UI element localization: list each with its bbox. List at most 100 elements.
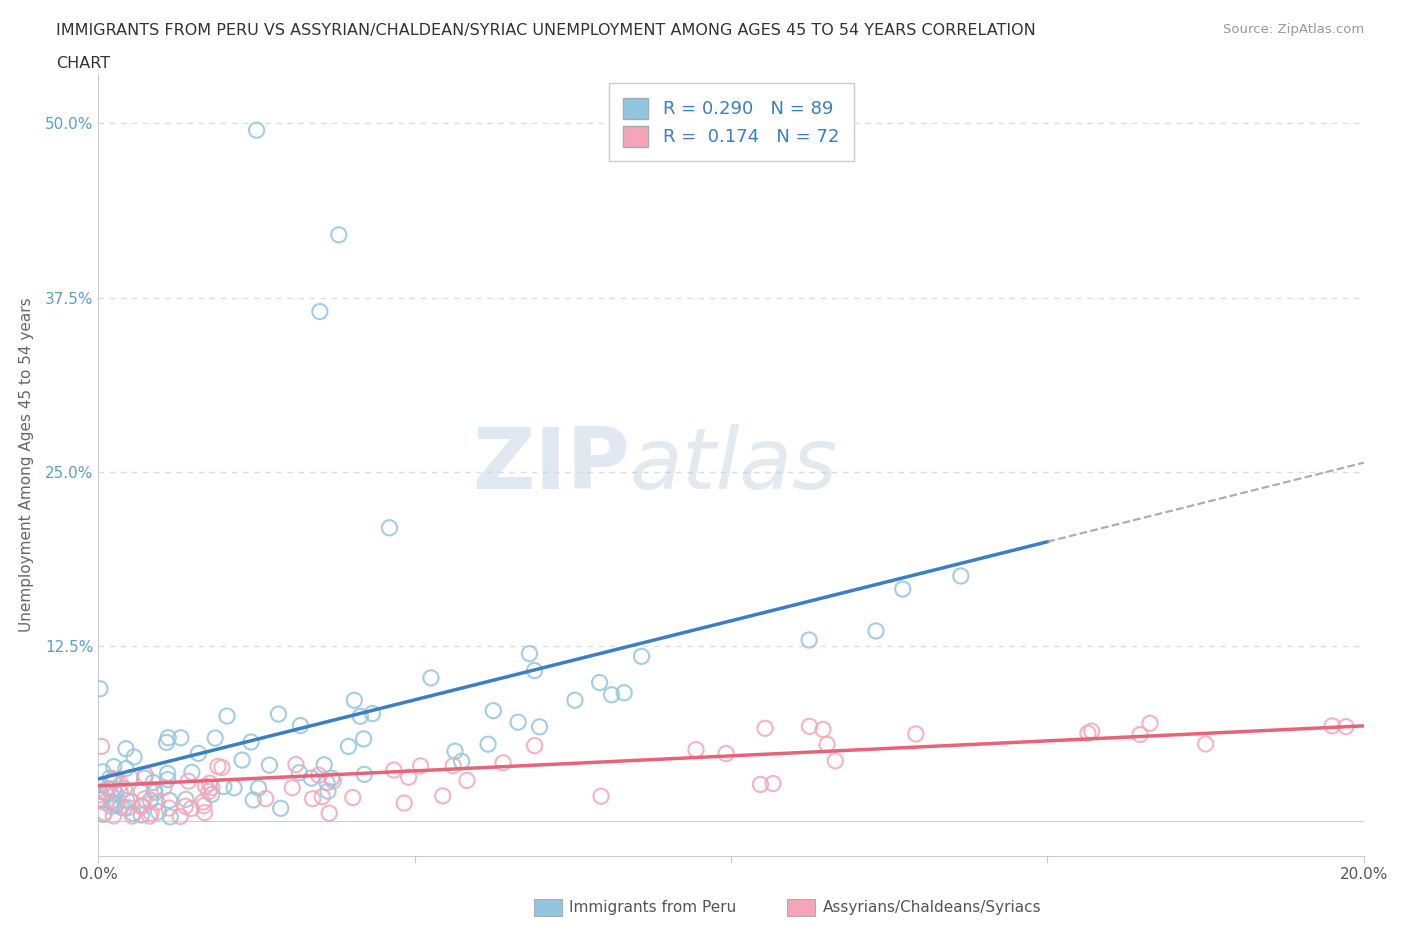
Point	[409, 759, 432, 774]
Point	[564, 693, 586, 708]
Point	[212, 779, 235, 794]
Point	[194, 805, 217, 820]
Point	[110, 800, 132, 815]
Legend: R = 0.290   N = 89, R =  0.174   N = 72: R = 0.290 N = 89, R = 0.174 N = 72	[609, 84, 853, 161]
Point	[519, 646, 541, 661]
Point	[314, 757, 336, 772]
Point	[101, 773, 124, 788]
Point	[482, 703, 505, 718]
Point	[762, 777, 785, 791]
Point	[120, 770, 142, 785]
Point	[316, 784, 339, 799]
Point	[104, 786, 127, 801]
Point	[321, 771, 343, 786]
Point	[301, 791, 323, 806]
Point	[122, 805, 145, 820]
Point	[131, 799, 153, 814]
Point	[100, 799, 122, 814]
Point	[194, 778, 217, 793]
Point	[432, 789, 454, 804]
Point	[799, 719, 821, 734]
Point	[420, 671, 443, 685]
Point	[322, 774, 344, 789]
Point	[523, 663, 546, 678]
Point	[93, 805, 115, 820]
Text: CHART: CHART	[56, 56, 110, 71]
Point	[589, 789, 612, 804]
Point	[353, 732, 375, 747]
Point	[328, 228, 350, 243]
Point	[1334, 719, 1357, 734]
Point	[267, 707, 290, 722]
Point	[155, 735, 177, 750]
Text: ZIP: ZIP	[472, 423, 630, 507]
Point	[242, 792, 264, 807]
Text: Immigrants from Peru: Immigrants from Peru	[569, 900, 737, 915]
Point	[143, 785, 166, 800]
Point	[1322, 719, 1344, 734]
Point	[231, 752, 253, 767]
Point	[815, 737, 838, 751]
Point	[630, 649, 652, 664]
Point	[91, 764, 114, 779]
Point	[382, 763, 405, 777]
Point	[96, 786, 118, 801]
Point	[349, 709, 371, 724]
Point	[198, 776, 221, 790]
Point	[288, 765, 311, 780]
Point	[90, 739, 112, 754]
Point	[174, 792, 197, 807]
Point	[141, 805, 163, 820]
Point	[114, 801, 136, 816]
Point	[904, 726, 927, 741]
Point	[444, 744, 467, 759]
Point	[174, 799, 197, 814]
Point	[156, 766, 179, 781]
Point	[378, 521, 401, 536]
Point	[180, 764, 202, 779]
Point	[139, 792, 162, 807]
Point	[891, 581, 914, 596]
Point	[949, 568, 972, 583]
Point	[115, 761, 138, 776]
Point	[157, 730, 180, 745]
Point	[361, 706, 384, 721]
Point	[143, 782, 166, 797]
Point	[281, 780, 304, 795]
Point	[222, 780, 245, 795]
Point	[299, 771, 322, 786]
Point	[121, 794, 143, 809]
Point	[308, 768, 330, 783]
Point	[191, 794, 214, 809]
Point	[613, 685, 636, 700]
Point	[97, 781, 120, 796]
Point	[311, 790, 333, 804]
Point	[309, 304, 332, 319]
Point	[1077, 725, 1099, 740]
Point	[170, 730, 193, 745]
Point	[201, 787, 224, 802]
Point	[492, 755, 515, 770]
Point	[110, 777, 132, 791]
Point	[131, 807, 153, 822]
Point	[450, 754, 472, 769]
Point	[159, 809, 181, 824]
Point	[477, 737, 499, 751]
Point	[353, 767, 375, 782]
Point	[865, 623, 887, 638]
Point	[754, 721, 776, 736]
Point	[246, 123, 269, 138]
Y-axis label: Unemployment Among Ages 45 to 54 years: Unemployment Among Ages 45 to 54 years	[18, 298, 34, 632]
Point	[201, 780, 224, 795]
Point	[90, 791, 112, 806]
Point	[117, 800, 139, 815]
Point	[398, 770, 420, 785]
Point	[103, 808, 125, 823]
Point	[103, 759, 125, 774]
Point	[685, 742, 707, 757]
Point	[1194, 737, 1216, 751]
Point	[240, 735, 263, 750]
Point	[523, 738, 546, 753]
Point	[103, 796, 125, 811]
Point	[121, 808, 143, 823]
